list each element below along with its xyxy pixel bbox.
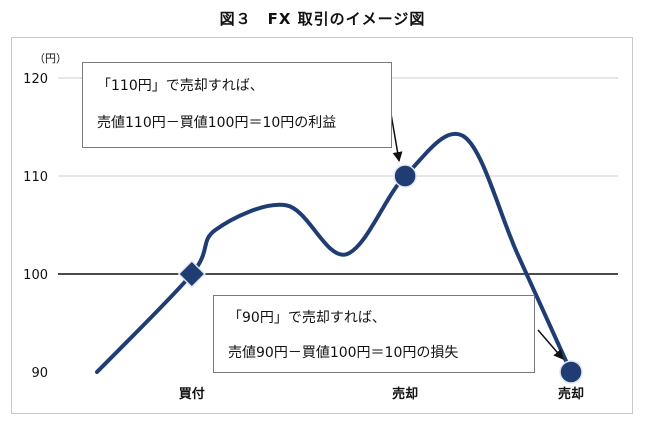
annotation-sell-110-line2: 売値110円－買値100円＝10円の利益 xyxy=(97,115,337,131)
y-tick-label-110: 110 xyxy=(23,170,48,185)
chart-frame xyxy=(11,37,633,414)
figure-title: 図３ FX 取引のイメージ図 xyxy=(219,10,426,28)
arrow-to-sell-90 xyxy=(537,329,564,360)
label-layer: 90 100 110 120 （円） 買付 売却 売却 xyxy=(23,52,584,402)
x-label-0: 買付 xyxy=(179,386,205,402)
sell-marker-1 xyxy=(393,164,417,188)
series-line xyxy=(95,131,573,374)
y-tick-label-120: 120 xyxy=(23,72,48,87)
series-line-layer xyxy=(95,131,573,374)
y-unit-label: （円） xyxy=(34,52,67,65)
y-tick-label-100: 100 xyxy=(23,268,48,283)
annotation-sell-110-line1: 「110円」で売却すれば、 xyxy=(97,78,264,94)
annotation-sell-90: 「90円」で売却すれば、 売値90円－買値100円＝10円の損失 xyxy=(213,295,535,373)
x-label-2: 売却 xyxy=(558,386,584,402)
annotation-sell-110: 「110円」で売却すれば、 売値110円－買値100円＝10円の利益 xyxy=(82,62,392,148)
buy-marker xyxy=(177,259,206,289)
x-label-1: 売却 xyxy=(392,386,418,402)
y-tick-label-90: 90 xyxy=(31,366,48,381)
sell-marker-2 xyxy=(559,360,583,384)
annotation-sell-90-line2: 売値90円－買値100円＝10円の損失 xyxy=(228,345,459,361)
annotation-sell-90-line1: 「90円」で売却すれば、 xyxy=(228,310,386,326)
marker-layer xyxy=(177,164,583,384)
